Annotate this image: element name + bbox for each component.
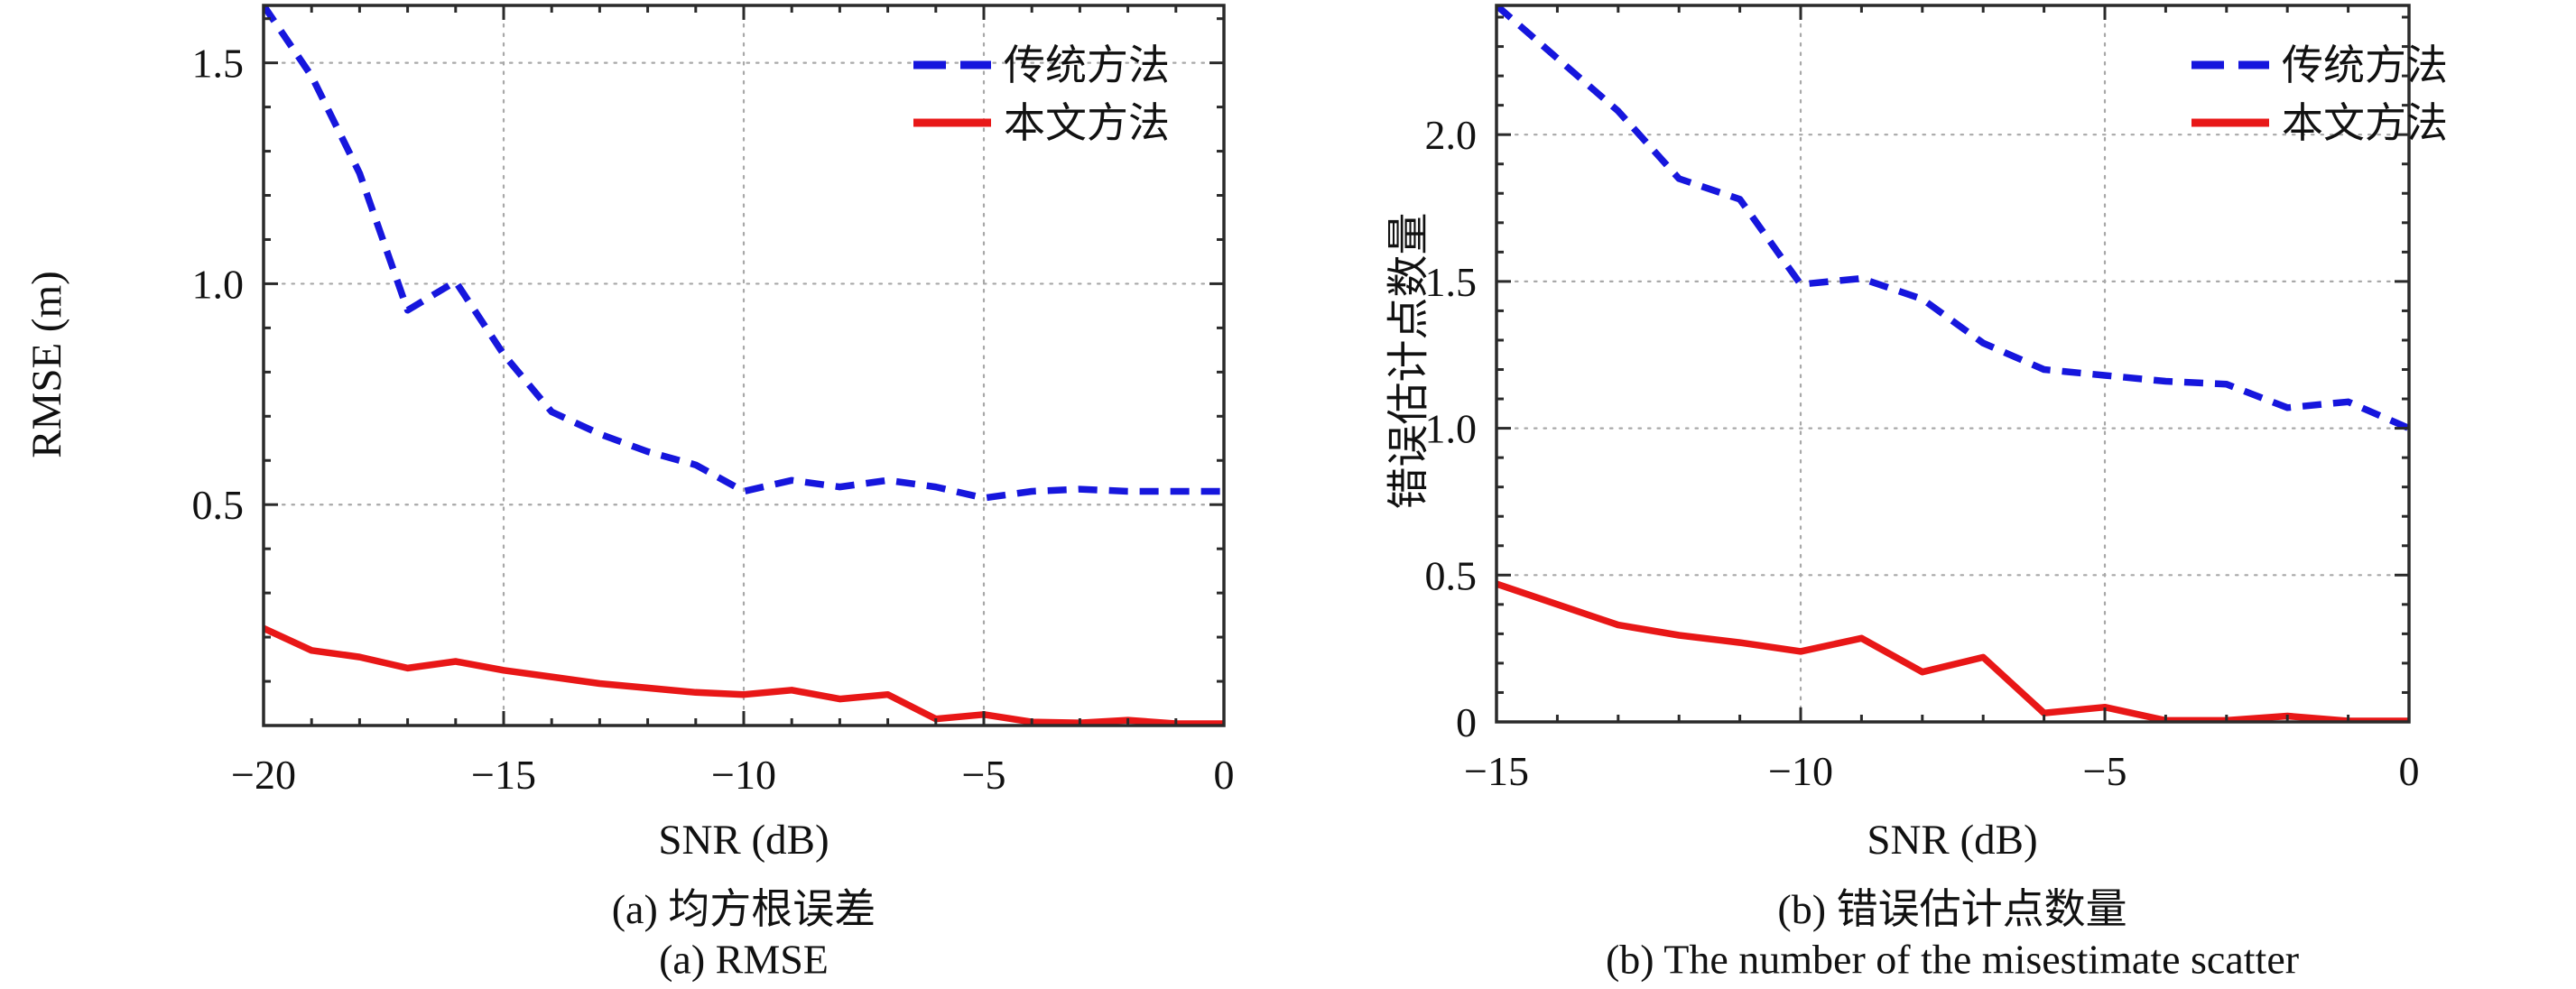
series-group-a	[264, 5, 1224, 726]
ticks-b	[1495, 5, 2411, 724]
series-proposed-line-a	[264, 624, 1224, 726]
series-traditional-line-b	[1496, 5, 2409, 432]
x-axis-label-panel-b: SNR (dB)	[1867, 817, 2038, 864]
grid-a	[262, 4, 1226, 727]
series-proposed-line-b	[1496, 580, 2409, 722]
x-tick-label: −20	[231, 752, 296, 798]
y-tick-label: 2.0	[1425, 112, 1478, 158]
x-tick-label: 0	[1214, 752, 1235, 798]
x-tick-label: −10	[711, 752, 776, 798]
series-traditional-line-a	[264, 5, 1224, 502]
caption-panel-b-zh: (b) 错误估计点数量	[1777, 886, 2127, 932]
x-tick-label: 0	[2399, 748, 2420, 794]
y-tick-label: 1.0	[1425, 406, 1478, 452]
grid-b	[1495, 4, 2411, 724]
tick-labels-a: −20 −15 −10 −5 0 0.5 1.0 1.5	[192, 41, 1235, 798]
y-tick-label: 0	[1456, 699, 1477, 745]
legend-label: 本文方法	[2282, 100, 2448, 146]
y-tick-label: 0.5	[1425, 552, 1478, 598]
y-axis-label-panel-a: RMSE (m)	[23, 271, 70, 458]
x-tick-label: −5	[2083, 748, 2127, 794]
ticks-a	[262, 5, 1226, 727]
caption-panel-a-zh: (a) 均方根误差	[611, 886, 876, 932]
x-tick-label: −15	[1464, 748, 1529, 794]
y-tick-label: 1.5	[192, 41, 245, 87]
x-tick-label: −10	[1768, 748, 1833, 794]
x-tick-label: −15	[471, 752, 536, 798]
legend-label: 传统方法	[1004, 42, 1170, 88]
caption-panel-b-en: (b) The number of the misestimate scatte…	[1605, 936, 2300, 983]
y-tick-label: 1.5	[1425, 259, 1478, 305]
y-tick-label: 1.0	[192, 261, 245, 307]
series-group-b	[1496, 5, 2409, 722]
y-tick-label: 0.5	[192, 482, 245, 528]
x-tick-label: −5	[962, 752, 1006, 798]
caption-panel-a-en: (a) RMSE	[659, 936, 829, 983]
plot-border-b	[1495, 4, 2411, 724]
legend-label: 本文方法	[1004, 100, 1170, 146]
legend-label: 传统方法	[2282, 42, 2448, 88]
tick-labels-b: −15 −10 −5 0 0 0.5 1.0 1.5 2.0	[1425, 112, 2420, 794]
x-axis-label-panel-a: SNR (dB)	[658, 817, 829, 864]
y-axis-label-panel-b: 错误估计点数量	[1385, 212, 1433, 510]
